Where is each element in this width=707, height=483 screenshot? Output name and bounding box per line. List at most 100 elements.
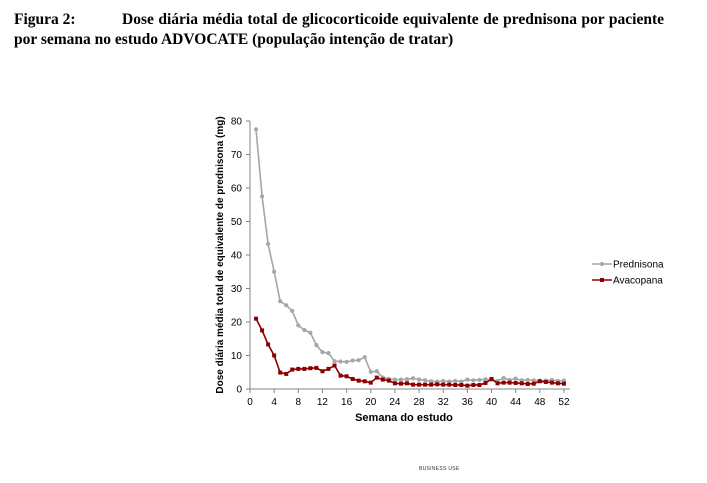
data-point-prednisona xyxy=(344,359,349,364)
x-tick-label: 52 xyxy=(558,397,570,408)
data-point-avacopana xyxy=(362,379,367,384)
y-tick-label: 50 xyxy=(231,217,243,228)
x-tick-label: 36 xyxy=(462,397,474,408)
data-point-prednisona xyxy=(410,376,416,381)
data-point-avacopana xyxy=(471,382,476,387)
data-point-avacopana xyxy=(477,382,482,387)
data-point-avacopana xyxy=(483,380,488,385)
data-point-prednisona xyxy=(326,351,331,356)
data-point-prednisona xyxy=(531,378,536,383)
data-point-prednisona xyxy=(416,377,422,382)
data-point-avacopana xyxy=(350,376,355,381)
data-point-prednisona xyxy=(320,350,325,355)
data-point-avacopana xyxy=(260,328,265,333)
data-point-prednisona xyxy=(441,378,446,384)
x-tick-label: 48 xyxy=(534,397,546,408)
data-point-avacopana xyxy=(531,381,536,386)
data-point-prednisona xyxy=(471,378,476,383)
x-tick-label: 20 xyxy=(365,397,377,408)
data-point-prednisona xyxy=(284,303,289,308)
data-point-avacopana xyxy=(561,381,566,386)
y-axis-label: Dose diária média total de equivalente d… xyxy=(215,116,226,393)
data-point-avacopana xyxy=(302,366,307,371)
data-point-prednisona xyxy=(513,376,518,381)
data-point-prednisona xyxy=(338,359,343,364)
figure-caption-text: Dose diária média total de glicocorticoi… xyxy=(14,11,664,48)
data-point-avacopana xyxy=(266,342,271,347)
data-point-avacopana xyxy=(308,366,313,371)
data-point-avacopana xyxy=(435,382,440,387)
data-point-avacopana xyxy=(429,382,434,387)
data-point-avacopana xyxy=(537,379,542,384)
data-point-avacopana xyxy=(459,382,464,387)
data-point-avacopana xyxy=(278,370,283,375)
data-point-prednisona xyxy=(501,375,506,381)
data-point-avacopana xyxy=(525,381,530,386)
data-point-prednisona xyxy=(350,358,355,363)
x-axis-label: Semana do estudo xyxy=(355,412,453,424)
data-point-avacopana xyxy=(404,381,409,386)
data-point-prednisona xyxy=(314,343,319,348)
data-point-prednisona xyxy=(477,377,482,383)
data-point-avacopana xyxy=(549,380,554,385)
data-point-avacopana xyxy=(320,369,325,374)
y-tick-label: 60 xyxy=(231,184,243,195)
data-point-prednisona xyxy=(362,355,367,360)
y-tick-label: 80 xyxy=(231,117,243,128)
data-point-avacopana xyxy=(398,381,403,386)
data-point-prednisona xyxy=(422,378,428,383)
data-point-avacopana xyxy=(254,316,259,321)
data-point-avacopana xyxy=(513,380,518,385)
data-point-prednisona xyxy=(356,358,361,363)
x-tick-label: 28 xyxy=(413,397,425,408)
data-point-avacopana xyxy=(314,365,319,370)
legend-label-avacopana: Avacopana xyxy=(613,276,663,287)
data-point-avacopana xyxy=(326,366,331,371)
data-point-avacopana xyxy=(507,380,512,385)
data-point-prednisona xyxy=(392,377,398,382)
data-point-prednisona xyxy=(302,327,307,333)
data-point-avacopana xyxy=(290,367,295,372)
data-point-avacopana xyxy=(272,353,277,358)
data-point-prednisona xyxy=(483,377,488,382)
x-tick-label: 40 xyxy=(486,397,498,408)
x-tick-label: 8 xyxy=(296,397,302,408)
data-point-prednisona xyxy=(404,377,410,382)
data-point-prednisona xyxy=(278,299,283,304)
data-point-avacopana xyxy=(543,379,548,384)
data-point-avacopana xyxy=(489,376,494,381)
legend-label-prednisona: Prednisona xyxy=(613,260,664,271)
data-point-avacopana xyxy=(501,380,506,385)
legend-marker-avacopana xyxy=(600,278,604,282)
y-tick-label: 0 xyxy=(236,385,242,396)
data-point-avacopana xyxy=(555,381,560,386)
data-point-avacopana xyxy=(338,373,343,378)
data-point-avacopana xyxy=(423,382,428,387)
x-tick-label: 32 xyxy=(438,397,450,408)
data-point-prednisona xyxy=(266,241,271,247)
data-point-avacopana xyxy=(386,378,391,383)
data-point-prednisona xyxy=(332,359,337,364)
data-point-avacopana xyxy=(411,382,416,387)
data-point-avacopana xyxy=(368,380,373,385)
data-point-avacopana xyxy=(284,371,289,376)
data-point-avacopana xyxy=(441,382,446,387)
data-point-avacopana xyxy=(495,381,500,386)
data-point-prednisona xyxy=(272,269,277,274)
y-tick-label: 30 xyxy=(231,284,243,295)
x-tick-label: 44 xyxy=(510,397,522,408)
data-point-avacopana xyxy=(392,381,397,386)
x-tick-label: 24 xyxy=(389,397,401,408)
data-point-avacopana xyxy=(380,377,385,382)
data-point-prednisona xyxy=(290,308,295,314)
data-point-avacopana xyxy=(374,375,379,380)
data-point-prednisona xyxy=(398,377,404,382)
x-tick-label: 0 xyxy=(247,397,253,408)
figure-label: Figura 2: xyxy=(14,11,76,28)
data-point-avacopana xyxy=(447,382,452,387)
data-point-prednisona xyxy=(465,377,470,382)
data-point-avacopana xyxy=(332,363,337,368)
data-point-prednisona xyxy=(453,378,458,384)
x-tick-label: 4 xyxy=(271,397,277,408)
